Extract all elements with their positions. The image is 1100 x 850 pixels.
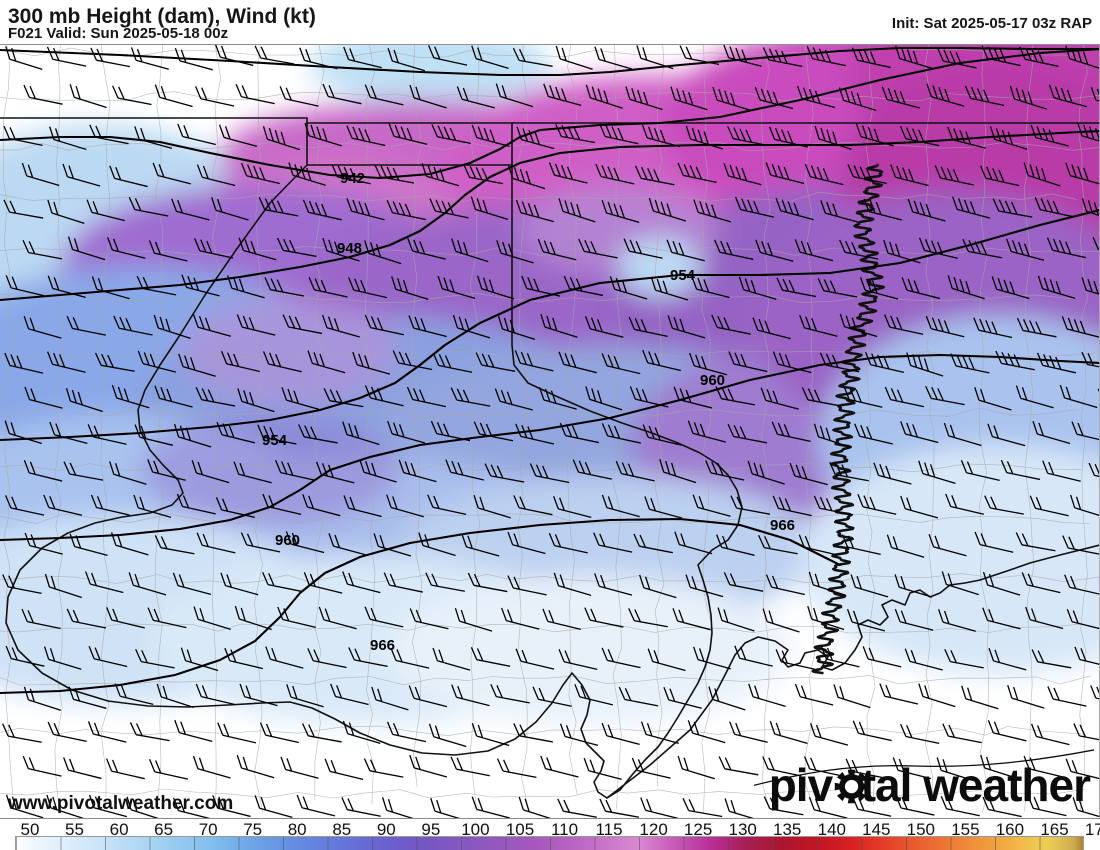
svg-text:948: 948 bbox=[920, 45, 945, 49]
svg-text:960: 960 bbox=[700, 372, 725, 389]
svg-text:966: 966 bbox=[770, 517, 795, 534]
svg-text:966: 966 bbox=[370, 637, 395, 654]
svg-text:954: 954 bbox=[262, 432, 288, 449]
svg-text:948: 948 bbox=[337, 240, 362, 257]
svg-text:954: 954 bbox=[670, 267, 696, 284]
